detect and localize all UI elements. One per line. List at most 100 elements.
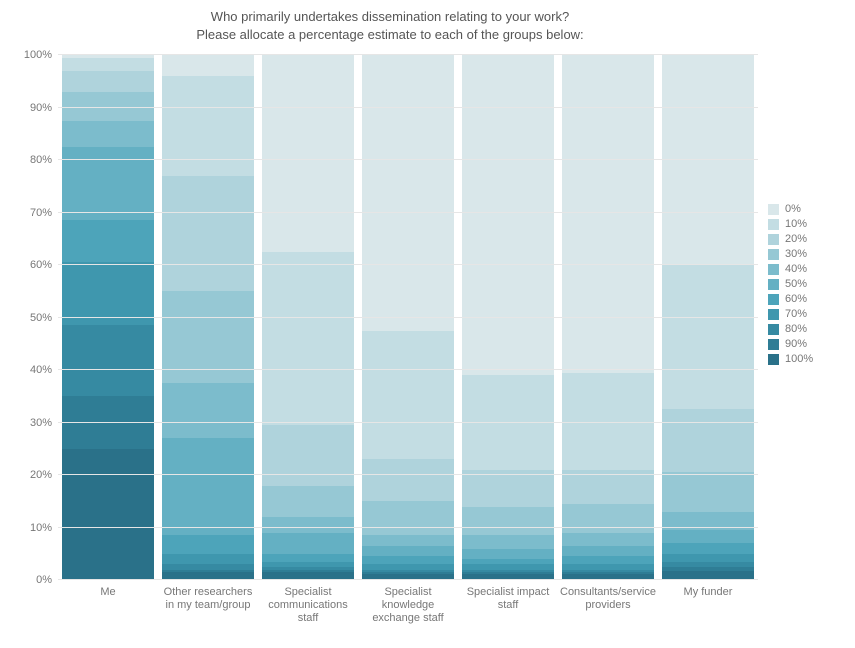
legend-item: 60% xyxy=(768,293,813,305)
legend-label: 80% xyxy=(785,323,807,335)
x-tick-label: Me xyxy=(53,586,163,599)
legend-item: 30% xyxy=(768,248,813,260)
bar-segment xyxy=(62,396,154,449)
grid-line xyxy=(58,317,758,318)
bar-slot: Me xyxy=(58,55,158,580)
bar-segment xyxy=(162,76,254,176)
legend-swatch xyxy=(768,264,779,275)
bar-slot: Specialistcommunicationsstaff xyxy=(258,55,358,580)
bar-segment xyxy=(62,220,154,262)
bar-segment xyxy=(162,438,254,535)
grid-line xyxy=(58,579,758,580)
bar-segment xyxy=(62,58,154,71)
bar-slot: Other researchersin my team/group xyxy=(158,55,258,580)
bar-segment xyxy=(162,55,254,76)
bar-segment xyxy=(462,507,554,536)
bar-segment xyxy=(662,543,754,554)
bar-segment xyxy=(462,549,554,560)
bar-segment xyxy=(462,535,554,548)
stacked-bar xyxy=(262,55,354,580)
y-tick-label: 0% xyxy=(36,574,52,586)
y-tick-label: 50% xyxy=(30,312,52,324)
legend-swatch xyxy=(768,354,779,365)
bar-segment xyxy=(662,554,754,562)
bar-segment xyxy=(362,55,454,331)
bar-segment xyxy=(62,449,154,580)
grid-line xyxy=(58,474,758,475)
legend-item: 0% xyxy=(768,203,813,215)
bar-segment xyxy=(262,425,354,485)
y-tick-label: 30% xyxy=(30,417,52,429)
bar-segment xyxy=(662,265,754,409)
legend-label: 60% xyxy=(785,293,807,305)
bar-segment xyxy=(662,530,754,543)
legend-item: 20% xyxy=(768,233,813,245)
bar-segment xyxy=(562,55,654,373)
bar-segment xyxy=(362,535,454,546)
legend-item: 10% xyxy=(768,218,813,230)
bar-segment xyxy=(162,176,254,292)
bar-segment xyxy=(562,504,654,533)
y-tick-label: 90% xyxy=(30,102,52,114)
bar-slot: Specialistknowledgeexchange staff xyxy=(358,55,458,580)
stacked-bar xyxy=(162,55,254,580)
grid-line xyxy=(58,264,758,265)
stacked-bar xyxy=(62,55,154,580)
grid-line xyxy=(58,527,758,528)
legend-item: 40% xyxy=(768,263,813,275)
stacked-bar xyxy=(662,55,754,580)
x-tick-label: My funder xyxy=(653,586,763,599)
legend-swatch xyxy=(768,234,779,245)
bar-slot: Specialist impactstaff xyxy=(458,55,558,580)
legend: 0%10%20%30%40%50%60%70%80%90%100% xyxy=(768,200,813,368)
bar-segment xyxy=(362,459,454,501)
y-tick-label: 60% xyxy=(30,259,52,271)
bar-segment xyxy=(662,472,754,511)
bar-segment xyxy=(262,554,354,562)
plot-area: MeOther researchersin my team/groupSpeci… xyxy=(58,55,758,580)
y-tick-label: 10% xyxy=(30,522,52,534)
bar-segment xyxy=(462,55,554,375)
bar-segment xyxy=(262,55,354,252)
legend-label: 70% xyxy=(785,308,807,320)
legend-label: 20% xyxy=(785,233,807,245)
legend-label: 50% xyxy=(785,278,807,290)
legend-label: 0% xyxy=(785,203,801,215)
bar-segment xyxy=(362,546,454,557)
bar-segment xyxy=(462,470,554,507)
bars-group: MeOther researchersin my team/groupSpeci… xyxy=(58,55,758,580)
grid-line xyxy=(58,159,758,160)
chart-container: Who primarily undertakes dissemination r… xyxy=(0,0,855,648)
bar-segment xyxy=(662,409,754,472)
bar-segment xyxy=(162,535,254,553)
legend-swatch xyxy=(768,294,779,305)
bar-segment xyxy=(62,71,154,92)
legend-label: 90% xyxy=(785,338,807,350)
y-tick-label: 70% xyxy=(30,207,52,219)
x-tick-label: Specialistknowledgeexchange staff xyxy=(353,586,463,626)
legend-item: 50% xyxy=(768,278,813,290)
x-tick-label: Specialistcommunicationsstaff xyxy=(253,586,363,626)
bar-segment xyxy=(162,383,254,438)
legend-swatch xyxy=(768,309,779,320)
y-tick-label: 100% xyxy=(24,49,52,61)
grid-line xyxy=(58,212,758,213)
legend-swatch xyxy=(768,204,779,215)
bar-slot: Consultants/serviceproviders xyxy=(558,55,658,580)
grid-line xyxy=(58,369,758,370)
grid-line xyxy=(58,107,758,108)
bar-segment xyxy=(262,486,354,518)
x-tick-label: Specialist impactstaff xyxy=(453,586,563,612)
x-tick-label: Consultants/serviceproviders xyxy=(553,586,663,612)
bar-segment xyxy=(662,55,754,265)
legend-item: 90% xyxy=(768,338,813,350)
legend-swatch xyxy=(768,279,779,290)
stacked-bar xyxy=(462,55,554,580)
chart-title-line1: Who primarily undertakes dissemination r… xyxy=(211,9,569,24)
legend-label: 10% xyxy=(785,218,807,230)
legend-item: 70% xyxy=(768,308,813,320)
x-tick-label: Other researchersin my team/group xyxy=(153,586,263,612)
y-tick-label: 80% xyxy=(30,154,52,166)
y-tick-label: 20% xyxy=(30,469,52,481)
stacked-bar xyxy=(562,55,654,580)
